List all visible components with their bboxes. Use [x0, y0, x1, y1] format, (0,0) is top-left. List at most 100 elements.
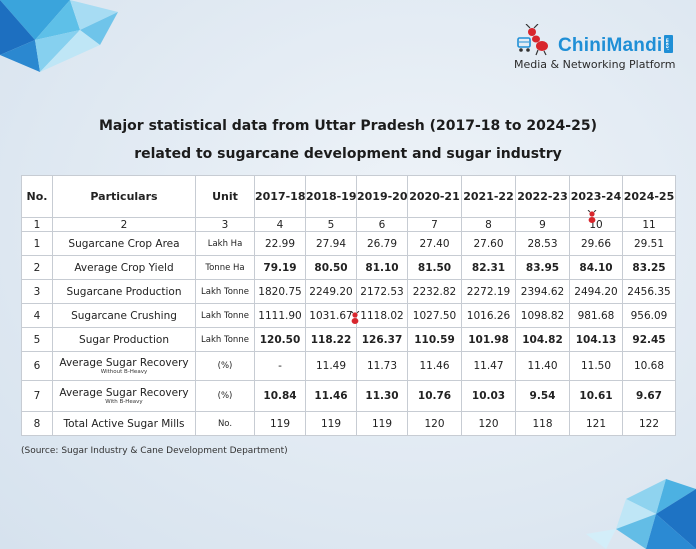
value-cell: 120 [461, 411, 516, 436]
chinimandi-logo: ChiniMandi .com Media & Networking Platfo… [514, 14, 686, 74]
value-cell: 2272.19 [461, 279, 516, 304]
value-cell: 104.82 [515, 327, 570, 352]
index-cell: 11 [622, 217, 676, 232]
value-cell: 27.40 [407, 231, 462, 256]
value-cell: 120 [407, 411, 462, 436]
decorative-polygons-bottom-right [586, 479, 696, 549]
index-cell: 2 [52, 217, 196, 232]
index-cell: 4 [254, 217, 306, 232]
value-cell: 1098.82 [515, 303, 570, 328]
index-cell: 9 [515, 217, 570, 232]
statistics-table: No. Particulars Unit 2017-18 2018-19 201… [21, 175, 676, 436]
particular-cell: Average Sugar Recovery Without B-Heavy [52, 351, 196, 381]
row-number: 1 [21, 231, 53, 256]
value-cell: 1820.75 [254, 279, 306, 304]
particular-sublabel: With B-Heavy [105, 399, 143, 405]
particular-cell: Total Active Sugar Mills [52, 411, 196, 436]
header-cell: 2023-24 [569, 175, 623, 218]
row-number: 2 [21, 255, 53, 280]
table-row: 1 Sugarcane Crop Area Lakh Ha 22.99 27.94 26.… [21, 231, 676, 256]
index-cell: 8 [461, 217, 516, 232]
row-number: 6 [21, 351, 53, 381]
unit-cell: Lakh Tonne [195, 279, 255, 304]
value-cell: 11.47 [461, 351, 516, 381]
value-cell: 1031.67 [305, 303, 357, 328]
header-cell: 2019-20 [356, 175, 408, 218]
value-cell: 121 [569, 411, 623, 436]
column-index-row: 1 2 3 4 5 6 7 8 9 10 11 [21, 217, 676, 232]
index-cell: 5 [305, 217, 357, 232]
value-cell: 10.03 [461, 380, 516, 412]
value-cell: 110.59 [407, 327, 462, 352]
value-cell: 1111.90 [254, 303, 306, 328]
unit-cell: Lakh Tonne [195, 327, 255, 352]
source-note: (Source: Sugar Industry & Cane Developme… [21, 446, 288, 456]
value-cell: 120.50 [254, 327, 306, 352]
value-cell: 11.46 [305, 380, 357, 412]
unit-cell: (%) [195, 351, 255, 381]
decorative-polygons-top-left [0, 0, 118, 72]
value-cell: 11.40 [515, 351, 570, 381]
row-number: 3 [21, 279, 53, 304]
unit-cell: Lakh Tonne [195, 303, 255, 328]
value-cell: 101.98 [461, 327, 516, 352]
value-cell: 83.95 [515, 255, 570, 280]
header-cell: Particulars [52, 175, 196, 218]
value-cell: - [254, 351, 306, 381]
ant-sticker-icon [350, 311, 360, 324]
value-cell: 80.50 [305, 255, 357, 280]
table-row: 6 Average Sugar Recovery Without B-Heavy (%… [21, 351, 676, 381]
ant-mascot-icon [517, 24, 548, 56]
value-cell: 27.94 [305, 231, 357, 256]
brand-tagline: Media & Networking Platform [514, 58, 676, 71]
value-cell: 10.76 [407, 380, 462, 412]
value-cell: 11.50 [569, 351, 623, 381]
header-cell: 2021-22 [461, 175, 516, 218]
svg-text:.com: .com [665, 38, 670, 51]
value-cell: 27.60 [461, 231, 516, 256]
value-cell: 22.99 [254, 231, 306, 256]
particular-cell: Sugar Production [52, 327, 196, 352]
particular-cell: Average Sugar Recovery With B-Heavy [52, 380, 196, 412]
row-number: 8 [21, 411, 53, 436]
value-cell: 26.79 [356, 231, 408, 256]
header-cell: 2020-21 [407, 175, 462, 218]
particular-cell: Sugarcane Crushing [52, 303, 196, 328]
value-cell: 10.61 [569, 380, 623, 412]
header-cell: 2022-23 [515, 175, 570, 218]
value-cell: 1016.26 [461, 303, 516, 328]
value-cell: 981.68 [569, 303, 623, 328]
header-row: No. Particulars Unit 2017-18 2018-19 201… [21, 175, 676, 218]
value-cell: 9.54 [515, 380, 570, 412]
value-cell: 2232.82 [407, 279, 462, 304]
value-cell: 119 [356, 411, 408, 436]
header-cell: Unit [195, 175, 255, 218]
particular-label: Average Sugar Recovery [59, 357, 189, 369]
index-cell: 6 [356, 217, 408, 232]
value-cell: 29.51 [622, 231, 676, 256]
unit-cell: No. [195, 411, 255, 436]
unit-cell: Tonne Ha [195, 255, 255, 280]
value-cell: 84.10 [569, 255, 623, 280]
table-row: 7 Average Sugar Recovery With B-Heavy (%) 10… [21, 380, 676, 412]
value-cell: 1118.02 [356, 303, 408, 328]
row-number: 7 [21, 380, 53, 412]
value-cell: 118 [515, 411, 570, 436]
value-cell: 2494.20 [569, 279, 623, 304]
page-subtitle: related to sugarcane development and sug… [134, 146, 562, 162]
particular-label: Average Sugar Recovery [59, 387, 189, 399]
brand-name: ChiniMandi .com [558, 35, 674, 57]
table-row: 3 Sugarcane Production Lakh Tonne 1820.75 22… [21, 279, 676, 304]
value-cell: 2456.35 [622, 279, 676, 304]
value-cell: 2394.62 [515, 279, 570, 304]
header-cell: 2017-18 [254, 175, 306, 218]
value-cell: 119 [254, 411, 306, 436]
table-row: 5 Sugar Production Lakh Tonne 120.50 118.22 1… [21, 327, 676, 352]
table-row: 2 Average Crop Yield Tonne Ha 79.19 80.50 81.… [21, 255, 676, 280]
value-cell: 9.67 [622, 380, 676, 412]
value-cell: 104.13 [569, 327, 623, 352]
unit-cell: Lakh Ha [195, 231, 255, 256]
unit-cell: (%) [195, 380, 255, 412]
particular-cell: Average Crop Yield [52, 255, 196, 280]
particular-sublabel: Without B-Heavy [100, 369, 148, 375]
